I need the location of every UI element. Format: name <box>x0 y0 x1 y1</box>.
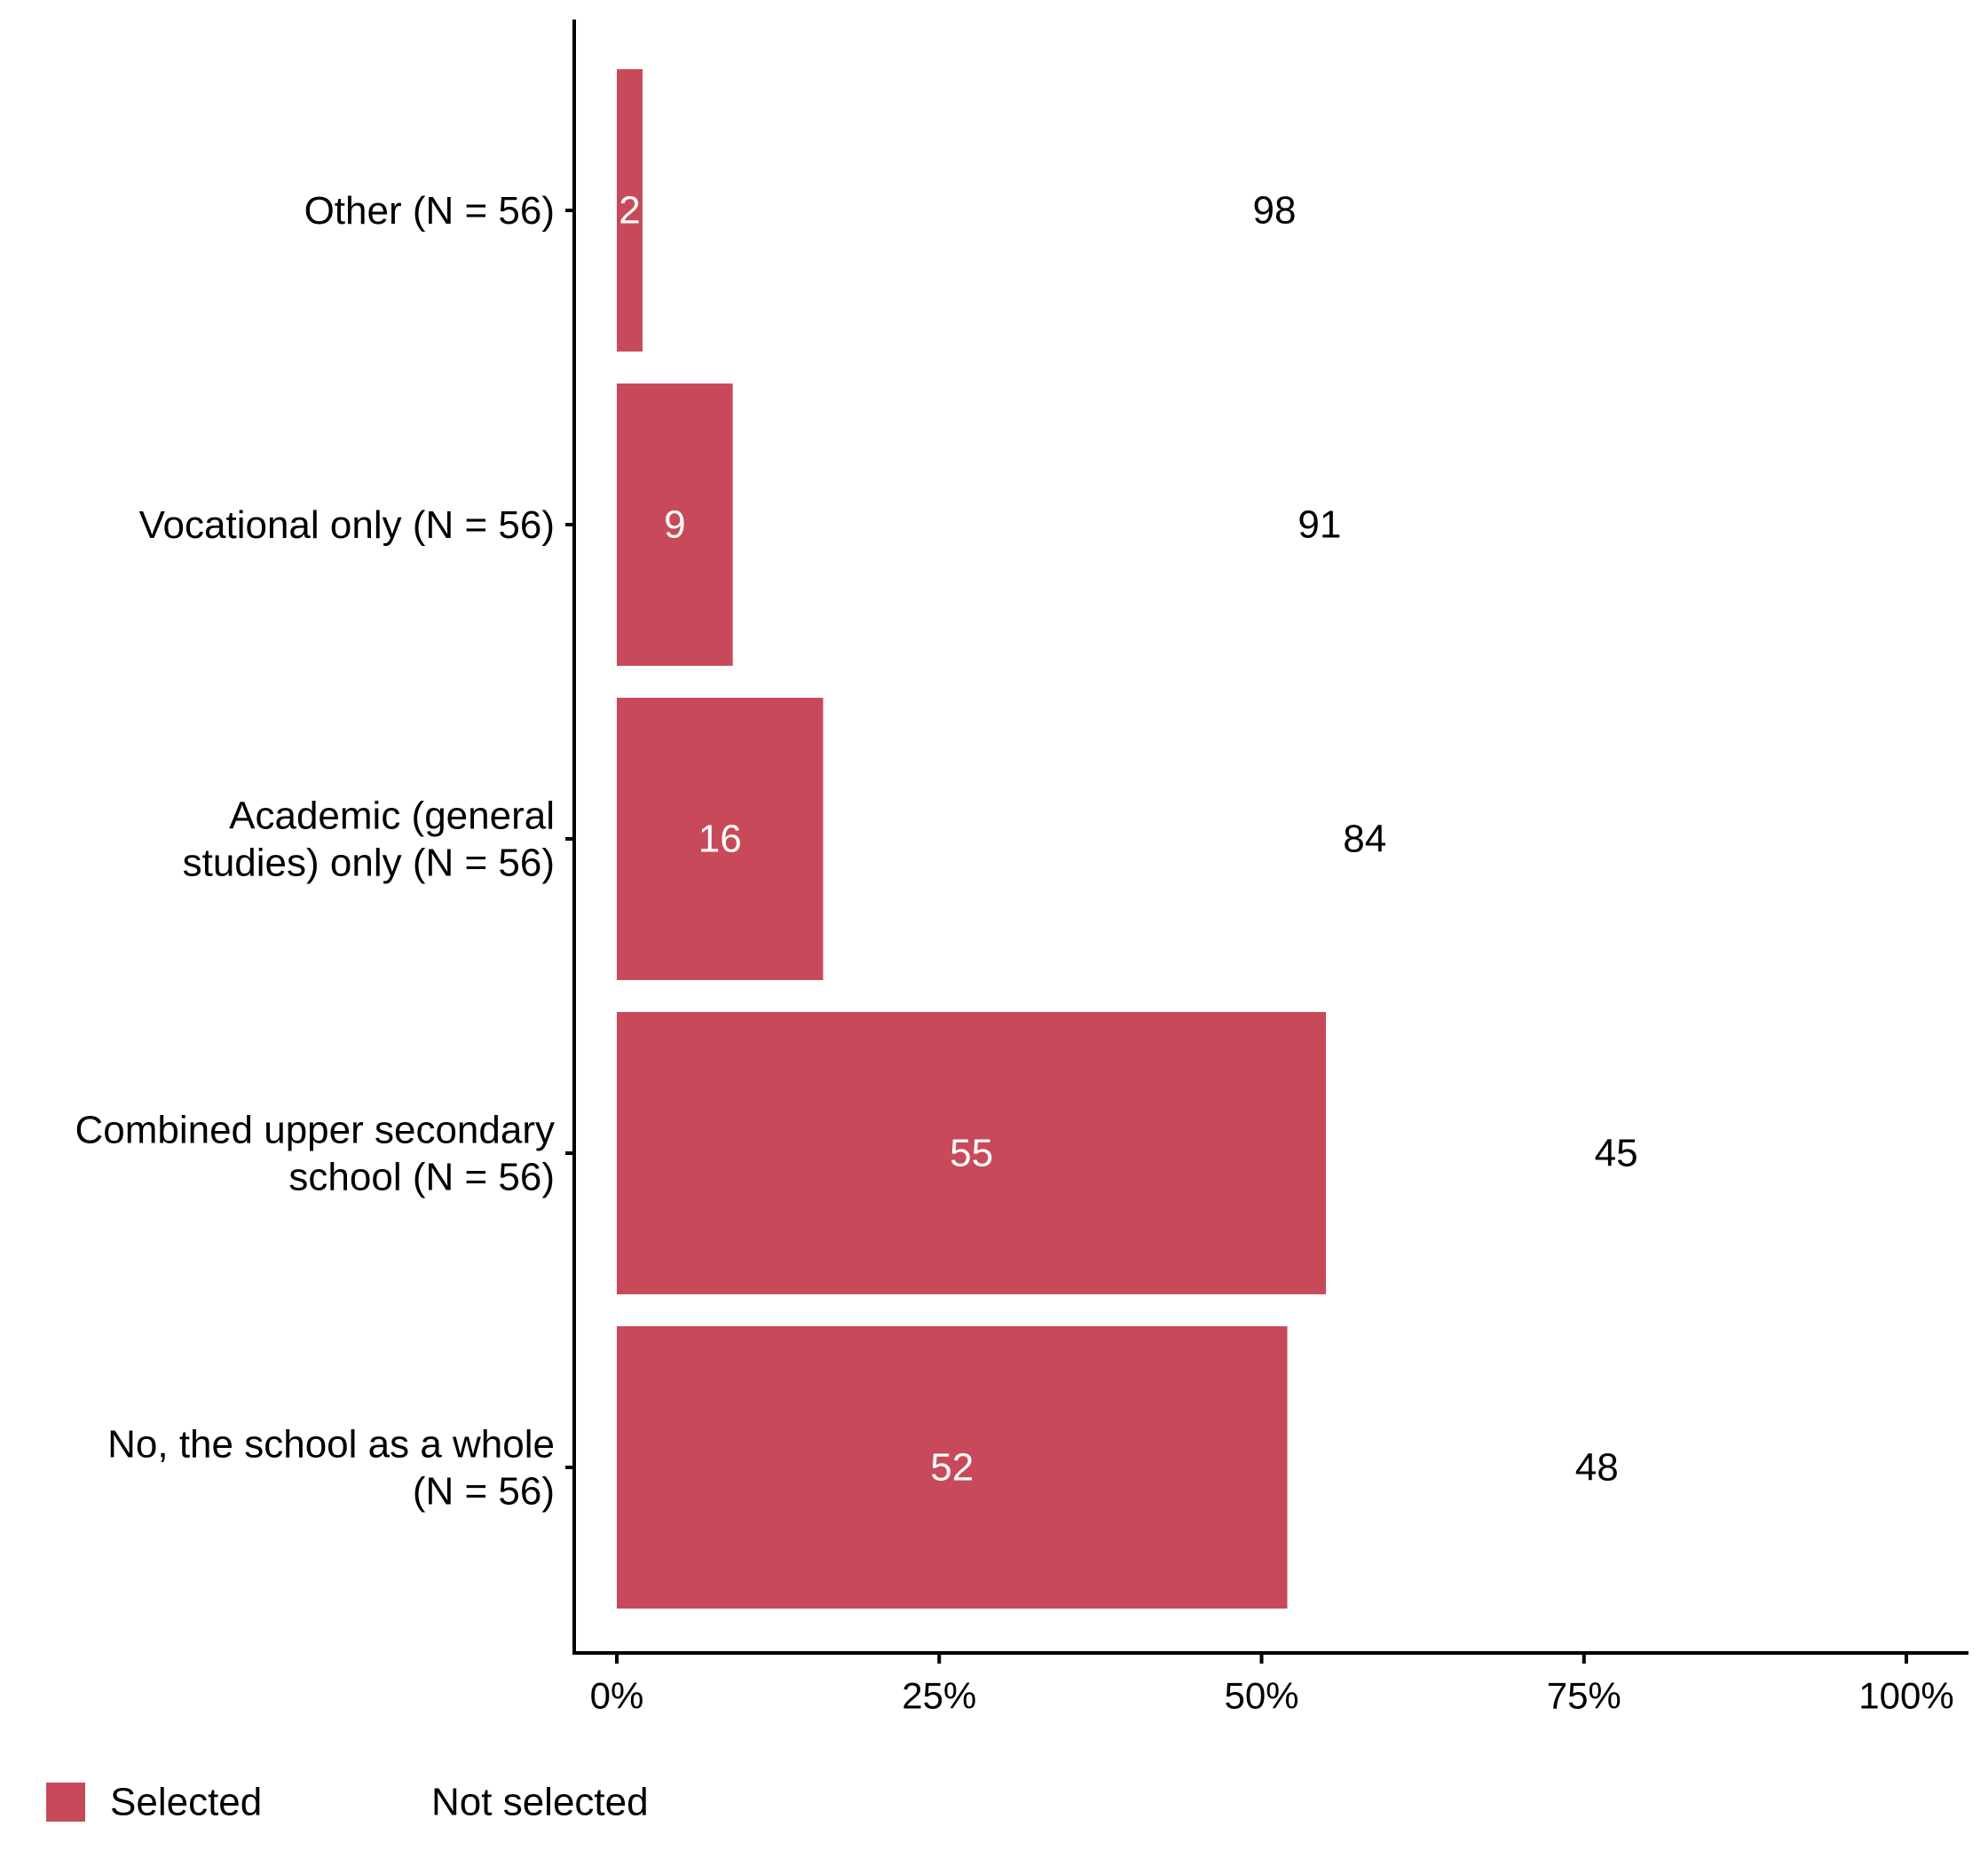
x-tick-label: 100% <box>1858 1675 1953 1717</box>
category-label: Combined upper secondary school (N = 56) <box>75 1108 555 1198</box>
legend-swatch <box>367 1783 406 1822</box>
bar-not-selected <box>1326 1012 1906 1294</box>
data-label-selected: 52 <box>930 1446 974 1490</box>
x-tick-label: 75% <box>1547 1675 1621 1717</box>
legend-label: Selected <box>110 1781 262 1824</box>
legend-swatch <box>46 1783 85 1822</box>
bar-not-selected <box>643 69 1906 352</box>
data-label-not-selected: 98 <box>1253 189 1297 233</box>
x-axis-ticks: 0% 25% 50% 75% 100% <box>590 1653 1954 1717</box>
bars-layer <box>617 69 1906 1609</box>
axes-layer <box>572 20 1968 1655</box>
bar-not-selected <box>1287 1326 1906 1609</box>
data-label-not-selected: 91 <box>1298 503 1341 547</box>
x-tick-label: 25% <box>902 1675 976 1717</box>
bar-selected <box>617 1012 1327 1294</box>
x-tick-label: 0% <box>590 1675 644 1717</box>
data-label-not-selected: 48 <box>1575 1446 1619 1490</box>
y-axis-ticks: Other (N = 56) Vocational only (N = 56) Ac… <box>75 189 574 1513</box>
category-label: Vocational only (N = 56) <box>139 503 555 547</box>
bar-selected <box>617 698 824 980</box>
data-labels-layer: 2 98 9 91 16 84 55 45 52 48 <box>619 189 1637 1490</box>
legend-label: Not selected <box>431 1781 649 1824</box>
bar-selected <box>617 383 733 666</box>
bar-selected <box>617 1326 1288 1609</box>
bar-selected <box>617 69 643 352</box>
data-label-not-selected: 45 <box>1595 1132 1638 1175</box>
data-label-not-selected: 84 <box>1343 818 1386 861</box>
bar-not-selected <box>732 383 1906 666</box>
category-label: Other (N = 56) <box>304 189 555 233</box>
data-label-selected: 2 <box>619 189 640 233</box>
category-label: No, the school as a whole (N = 56) <box>107 1422 555 1513</box>
data-label-selected: 55 <box>950 1132 993 1175</box>
legend-item-not-selected: Not selected <box>367 1781 649 1824</box>
data-label-selected: 9 <box>664 503 685 547</box>
legend: Selected Not selected <box>46 1781 649 1824</box>
x-tick-label: 50% <box>1224 1675 1298 1717</box>
legend-item-selected: Selected <box>46 1781 262 1824</box>
data-label-selected: 16 <box>698 818 742 861</box>
bar-not-selected <box>823 698 1906 980</box>
category-label: Academic (general studies) only (N = 56) <box>183 794 555 884</box>
